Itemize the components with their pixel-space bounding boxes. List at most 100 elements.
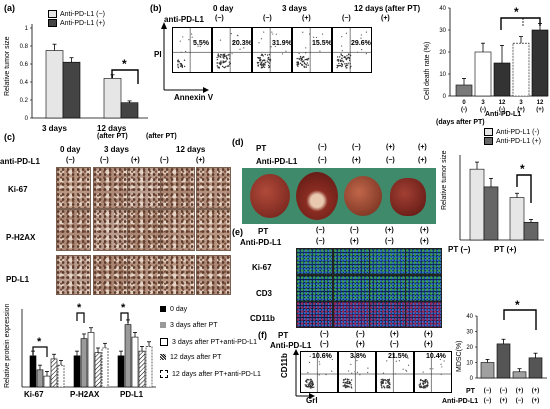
- panel-c-chart-bar: [57, 364, 65, 388]
- flow-event: [331, 358, 333, 361]
- flow-event: [381, 386, 383, 389]
- flow-event: [216, 58, 219, 61]
- flow-event: [268, 54, 271, 56]
- flow-event: [418, 384, 420, 386]
- panel-f-pt-3: (+): [390, 331, 399, 338]
- flow-event: [419, 385, 421, 388]
- panel-c-chart-group-ki67: Ki-67: [24, 390, 44, 399]
- flow-event: [285, 50, 287, 52]
- flow-event: [263, 62, 265, 65]
- panel-c-chart-bar: [43, 375, 51, 388]
- panel-b-sub-0: (−): [215, 15, 224, 22]
- panel-e-row-cd11b: CD11b: [250, 314, 275, 323]
- panel-e-letter: (e): [232, 227, 243, 237]
- flow-event: [217, 53, 219, 55]
- flow-event: [340, 53, 342, 55]
- flow-event: [228, 63, 231, 65]
- flow-event: [405, 369, 407, 371]
- flow-event: [305, 384, 307, 387]
- panel-b-percent-5: 29.6%: [351, 40, 371, 47]
- flow-event: [259, 59, 262, 62]
- flow-event: [346, 382, 348, 384]
- flow-event: [422, 386, 425, 388]
- panel-b-flow-plot-3: [252, 27, 292, 73]
- panel-f-chart-bar: [512, 371, 527, 379]
- panel-e-anti-3: (−): [385, 238, 394, 245]
- flow-event: [302, 55, 305, 58]
- flow-event: [298, 52, 300, 55]
- flow-event: [340, 54, 343, 56]
- flow-event: [336, 66, 338, 69]
- flow-event: [267, 61, 269, 63]
- flow-event: [312, 36, 315, 38]
- flow-event: [264, 64, 266, 66]
- panel-b-chart-xtick: 3: [481, 100, 485, 106]
- flow-event: [340, 60, 343, 62]
- panel-d-letter: (d): [232, 137, 244, 147]
- flow-event: [281, 53, 284, 55]
- flow-event: [266, 54, 269, 56]
- panel-c-after-pt-label: (after PT): [146, 133, 177, 140]
- panel-f-anti-1: (−): [320, 341, 329, 348]
- panel-c-col-0day: 0 day: [60, 145, 81, 154]
- panel-d-pt-label: PT: [256, 144, 267, 153]
- flow-event: [305, 66, 307, 68]
- panel-b-group-3days: 3 days: [282, 4, 307, 13]
- panel-d-chart-bar: [469, 168, 485, 241]
- panel-b-chart-antilabel: Anti-PD-L1: [485, 111, 522, 118]
- flow-event: [225, 66, 227, 68]
- flow-event: [441, 355, 443, 357]
- panel-c-ihc-image: [127, 209, 162, 251]
- flow-event: [226, 58, 228, 60]
- flow-event: [350, 379, 353, 381]
- panel-b-chart-xtick: 3: [519, 100, 523, 106]
- panel-f-chart-ytick-label: 40: [466, 314, 473, 320]
- flow-event: [177, 65, 179, 67]
- flow-event: [306, 385, 309, 388]
- flow-event: [227, 65, 229, 67]
- panel-c-ihc-image: [160, 167, 195, 209]
- panel-d-pt-3: (+): [386, 144, 395, 151]
- flow-event: [426, 386, 428, 388]
- panel-a-ytick-label: 0.8: [20, 44, 29, 50]
- flow-event: [339, 60, 342, 62]
- flow-event: [426, 380, 429, 382]
- panel-f-percent-2: 3.8%: [350, 353, 366, 360]
- flow-event: [311, 386, 314, 389]
- flow-event: [337, 58, 339, 61]
- flow-event: [427, 381, 429, 384]
- flow-event: [318, 374, 320, 376]
- flow-event: [341, 55, 344, 57]
- panel-c-ihc-image: [196, 167, 231, 209]
- panel-f-chart-bar: [496, 343, 511, 379]
- flow-event: [354, 371, 356, 373]
- flow-event: [387, 387, 390, 389]
- panel-f-chart-anti: (+): [500, 398, 508, 404]
- flow-event: [297, 65, 299, 67]
- flow-event: [262, 55, 264, 57]
- panel-c-ihc-image: [127, 255, 162, 295]
- flow-event: [388, 380, 390, 382]
- panel-c-chart-bar: [117, 355, 125, 388]
- flow-event: [229, 55, 231, 57]
- panel-c-ihc-image: [196, 255, 231, 295]
- flow-event: [264, 61, 267, 64]
- panel-f-xaxis-label: Grl: [306, 396, 318, 405]
- flow-event: [348, 382, 351, 385]
- panel-c-row-pdl1: PD-L1: [6, 275, 30, 284]
- panel-f-anti-4: (+): [424, 341, 433, 348]
- panel-f-chart-anti: (−): [484, 398, 492, 404]
- flow-event: [367, 371, 369, 374]
- flow-event: [420, 378, 422, 381]
- flow-event: [337, 60, 339, 62]
- flow-event: [195, 40, 197, 42]
- flow-event: [261, 53, 263, 56]
- panel-c-chart-bar: [145, 346, 153, 388]
- panel-a-xtick-3days: 3 days: [42, 124, 67, 133]
- panel-b-chart-bar: [493, 62, 511, 97]
- flow-event: [191, 33, 193, 35]
- flow-event: [304, 63, 307, 65]
- panel-c-chart-group-pdl1: PD-L1: [120, 390, 144, 399]
- flow-event: [388, 385, 391, 388]
- flow-event: [227, 54, 229, 56]
